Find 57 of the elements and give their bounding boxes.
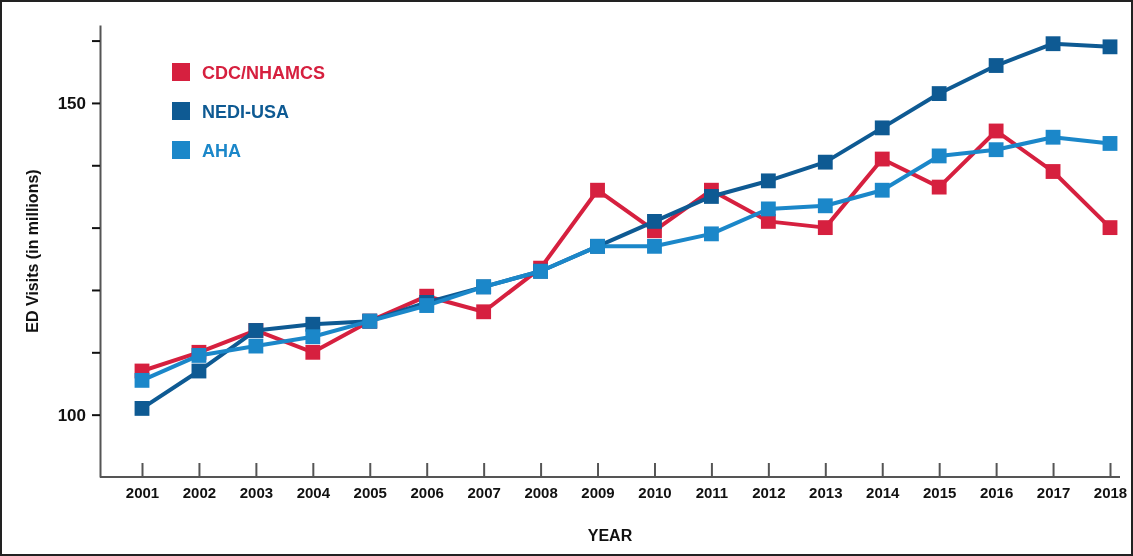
point (931, 86, 947, 101)
x-tick-label: 2006 (410, 483, 444, 501)
x-tick-label: 2004 (296, 483, 331, 501)
point (1102, 220, 1118, 236)
x-tick-label: 2009 (581, 483, 615, 501)
point (874, 182, 890, 198)
point (874, 151, 890, 167)
x-tick-label: 2011 (695, 483, 729, 501)
point (248, 338, 264, 354)
point (931, 179, 947, 195)
point (1102, 39, 1118, 55)
point (760, 201, 776, 217)
point (760, 173, 776, 189)
point (1045, 129, 1061, 145)
x-tick-label: 2007 (467, 483, 501, 501)
x-tick-label: 2001 (125, 483, 160, 501)
point (988, 123, 1004, 139)
x-tick-label: 2012 (752, 483, 786, 501)
x-tick-label: 2016 (979, 483, 1014, 501)
x-tick-label: 2010 (638, 483, 672, 501)
x-tick-label: 2014 (866, 483, 901, 501)
point (931, 148, 947, 164)
y-tick-label: 150 (57, 93, 86, 113)
point (1045, 164, 1061, 179)
point (817, 154, 833, 170)
point (647, 213, 662, 229)
point (590, 182, 605, 198)
point (647, 238, 662, 254)
y-tick-label: 100 (57, 405, 86, 425)
point (305, 329, 321, 345)
point (191, 348, 207, 363)
point (476, 304, 492, 320)
x-tick-label: 2003 (239, 483, 274, 501)
legend-label: NEDI-USA (202, 102, 290, 122)
point (134, 372, 150, 388)
x-tick-label: 2013 (809, 483, 843, 501)
x-tick-label: 2005 (353, 483, 387, 501)
point (704, 189, 719, 204)
legend-label: CDC/NHAMCS (202, 63, 325, 83)
point (704, 226, 719, 242)
point (134, 401, 150, 416)
point (874, 120, 890, 136)
point (817, 220, 833, 236)
x-tick-label: 2018 (1093, 483, 1128, 501)
y-axis-title: ED Visits (in millions) (24, 169, 41, 333)
point (305, 344, 321, 360)
point (817, 198, 833, 214)
legend-label: AHA (202, 141, 241, 161)
point (988, 58, 1004, 73)
point (1102, 136, 1118, 151)
x-tick-label: 2002 (182, 483, 217, 501)
x-tick-label: 2008 (524, 483, 558, 501)
point (988, 142, 1004, 158)
x-tick-label: 2017 (1036, 483, 1071, 501)
x-tick-label: 2015 (922, 483, 957, 501)
point (1045, 36, 1061, 52)
x-axis-title: YEAR (587, 527, 633, 544)
